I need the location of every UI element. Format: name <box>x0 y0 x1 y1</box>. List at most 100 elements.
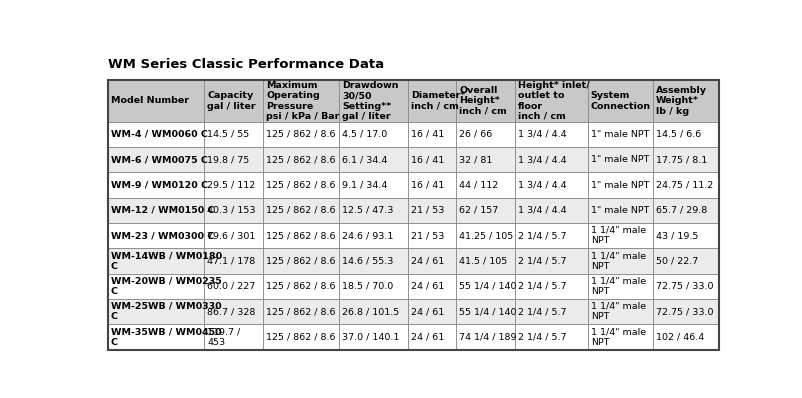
Bar <box>515 248 588 274</box>
Bar <box>339 80 408 122</box>
Text: 125 / 862 / 8.6: 125 / 862 / 8.6 <box>266 307 336 316</box>
Bar <box>588 80 653 122</box>
Text: 29.5 / 112: 29.5 / 112 <box>208 181 256 189</box>
Text: Overall
Height*
inch / cm: Overall Height* inch / cm <box>460 86 507 116</box>
Bar <box>339 147 408 172</box>
Text: 4.5 / 17.0: 4.5 / 17.0 <box>342 130 387 139</box>
Text: 21 / 53: 21 / 53 <box>411 206 444 215</box>
Text: Diameter*
inch / cm: Diameter* inch / cm <box>411 91 465 111</box>
Bar <box>588 324 653 349</box>
Text: System
Connection: System Connection <box>590 91 650 111</box>
Text: WM-9 / WM0120 C: WM-9 / WM0120 C <box>111 181 208 189</box>
Bar <box>339 274 408 299</box>
Bar <box>107 223 205 248</box>
Text: 2 1/4 / 5.7: 2 1/4 / 5.7 <box>518 332 567 341</box>
Text: 1" male NPT: 1" male NPT <box>590 130 649 139</box>
Text: 125 / 862 / 8.6: 125 / 862 / 8.6 <box>266 282 336 291</box>
Bar <box>408 172 456 198</box>
Bar <box>263 324 339 349</box>
Bar <box>653 274 719 299</box>
Text: 24 / 61: 24 / 61 <box>411 332 444 341</box>
Text: 125 / 862 / 8.6: 125 / 862 / 8.6 <box>266 155 336 164</box>
Text: 1 1/4" male
NPT: 1 1/4" male NPT <box>590 226 646 246</box>
Text: 102 / 46.4: 102 / 46.4 <box>656 332 704 341</box>
Bar <box>205 172 263 198</box>
Text: 40.3 / 153: 40.3 / 153 <box>208 206 256 215</box>
Bar <box>107 248 205 274</box>
Text: 1 1/4" male
NPT: 1 1/4" male NPT <box>590 277 646 296</box>
Text: 119.7 /
453: 119.7 / 453 <box>208 327 241 347</box>
Bar <box>456 324 515 349</box>
Text: Assembly
Weight*
lb / kg: Assembly Weight* lb / kg <box>656 86 707 116</box>
Bar <box>588 274 653 299</box>
Text: 2 1/4 / 5.7: 2 1/4 / 5.7 <box>518 256 567 265</box>
Bar <box>653 122 719 147</box>
Text: 1 1/4" male
NPT: 1 1/4" male NPT <box>590 302 646 321</box>
Text: 17.75 / 8.1: 17.75 / 8.1 <box>656 155 707 164</box>
Bar <box>205 324 263 349</box>
Bar <box>408 80 456 122</box>
Bar <box>456 198 515 223</box>
Bar <box>588 147 653 172</box>
Text: 55 1/4 / 140: 55 1/4 / 140 <box>460 282 517 291</box>
Bar <box>408 248 456 274</box>
Bar <box>339 198 408 223</box>
Bar <box>263 172 339 198</box>
Bar <box>653 172 719 198</box>
Bar <box>205 122 263 147</box>
Bar <box>205 274 263 299</box>
Bar <box>515 324 588 349</box>
Text: 32 / 81: 32 / 81 <box>460 155 493 164</box>
Bar <box>263 274 339 299</box>
Bar <box>107 80 205 122</box>
Text: Model Number: Model Number <box>111 96 188 105</box>
Text: WM-35WB / WM0450
C: WM-35WB / WM0450 C <box>111 327 221 347</box>
Bar <box>263 223 339 248</box>
Text: 125 / 862 / 8.6: 125 / 862 / 8.6 <box>266 206 336 215</box>
Text: 1 1/4" male
NPT: 1 1/4" male NPT <box>590 327 646 347</box>
Bar <box>263 198 339 223</box>
Text: 1" male NPT: 1" male NPT <box>590 206 649 215</box>
Bar <box>456 172 515 198</box>
Bar <box>107 80 719 349</box>
Bar <box>456 223 515 248</box>
Bar <box>205 80 263 122</box>
Text: 41.25 / 105: 41.25 / 105 <box>460 231 514 240</box>
Text: 125 / 862 / 8.6: 125 / 862 / 8.6 <box>266 231 336 240</box>
Bar <box>515 80 588 122</box>
Text: 26.8 / 101.5: 26.8 / 101.5 <box>342 307 399 316</box>
Bar <box>107 324 205 349</box>
Bar <box>515 198 588 223</box>
Text: 18.5 / 70.0: 18.5 / 70.0 <box>342 282 393 291</box>
Bar <box>515 172 588 198</box>
Bar <box>515 223 588 248</box>
Bar <box>408 299 456 324</box>
Bar <box>588 299 653 324</box>
Bar <box>205 223 263 248</box>
Text: 41.5 / 105: 41.5 / 105 <box>460 256 508 265</box>
Bar <box>653 223 719 248</box>
Bar <box>515 299 588 324</box>
Bar <box>408 324 456 349</box>
Text: 14.5 / 55: 14.5 / 55 <box>208 130 249 139</box>
Text: 125 / 862 / 8.6: 125 / 862 / 8.6 <box>266 130 336 139</box>
Bar <box>339 299 408 324</box>
Bar <box>408 122 456 147</box>
Text: Maximum
Operating
Pressure
psi / kPa / Bar: Maximum Operating Pressure psi / kPa / B… <box>266 81 339 121</box>
Bar <box>456 80 515 122</box>
Text: 1" male NPT: 1" male NPT <box>590 155 649 164</box>
Text: 24 / 61: 24 / 61 <box>411 282 444 291</box>
Text: 16 / 41: 16 / 41 <box>411 181 444 189</box>
Bar <box>263 147 339 172</box>
Text: WM-12 / WM0150 C: WM-12 / WM0150 C <box>111 206 214 215</box>
Bar <box>588 198 653 223</box>
Bar <box>205 147 263 172</box>
Bar <box>408 223 456 248</box>
Bar <box>653 248 719 274</box>
Text: Drawdown
30/50
Setting**
gal / liter: Drawdown 30/50 Setting** gal / liter <box>342 81 399 121</box>
Text: Capacity
gal / liter: Capacity gal / liter <box>208 91 256 111</box>
Bar <box>653 147 719 172</box>
Bar <box>263 80 339 122</box>
Text: 9.1 / 34.4: 9.1 / 34.4 <box>342 181 387 189</box>
Bar <box>339 223 408 248</box>
